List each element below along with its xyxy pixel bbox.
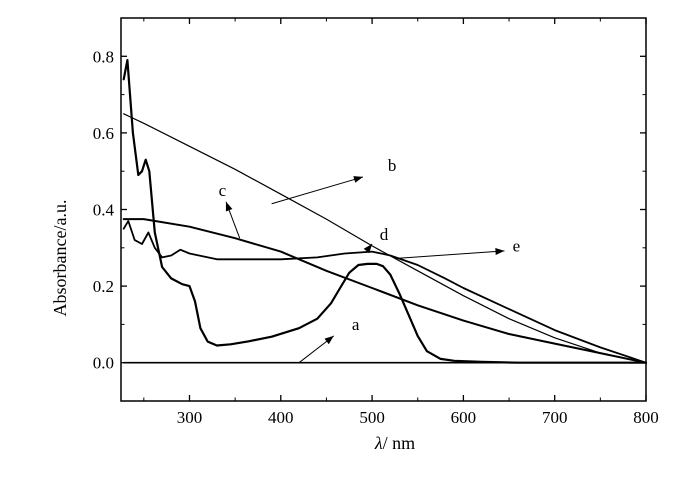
x-tick-label: 500 — [359, 408, 385, 427]
annotation-arrowhead-a — [324, 335, 334, 345]
axes: 300 400 500 600 700 800 0.0 0.2 0.4 0.6 0.8 — [93, 17, 659, 427]
x-axis-label: λ/ nm — [374, 433, 415, 453]
series-line-c — [122, 218, 647, 364]
series-group — [122, 58, 648, 364]
annotations: a b c d e — [219, 156, 521, 364]
annotation-arrowhead-b — [353, 176, 363, 183]
plot-frame — [120, 17, 647, 402]
x-tick-label: 300 — [177, 408, 203, 427]
series-line-b — [123, 113, 647, 364]
series-line-d — [122, 58, 648, 364]
y-tick-label: 0.4 — [93, 201, 115, 220]
annotation-label-e: e — [513, 237, 521, 256]
y-axis-label: Absorbance/a.u. — [50, 200, 70, 317]
y-tick-label: 0.8 — [93, 47, 114, 66]
annotation-arrowhead-c — [225, 201, 233, 212]
x-tick-label: 800 — [633, 408, 659, 427]
annotation-arrowhead-e — [495, 248, 505, 255]
x-tick-label: 700 — [542, 408, 568, 427]
annotation-arrow-line-b — [271, 176, 364, 205]
series-line-e — [122, 220, 647, 364]
x-tick-label: 600 — [451, 408, 477, 427]
x-axis-unit: / nm — [383, 433, 416, 453]
x-axis-symbol: λ — [374, 433, 383, 453]
annotation-arrow-line-e — [394, 250, 505, 260]
y-tick-label: 0.6 — [93, 124, 114, 143]
annotation-label-b: b — [388, 156, 397, 175]
y-tick-label: 0.0 — [93, 354, 114, 373]
annotation-label-a: a — [352, 315, 360, 334]
annotation-label-c: c — [219, 181, 227, 200]
annotation-label-d: d — [380, 225, 389, 244]
annotation-arrowhead-d — [363, 244, 373, 254]
x-tick-label: 400 — [268, 408, 294, 427]
y-tick-label: 0.2 — [93, 277, 114, 296]
